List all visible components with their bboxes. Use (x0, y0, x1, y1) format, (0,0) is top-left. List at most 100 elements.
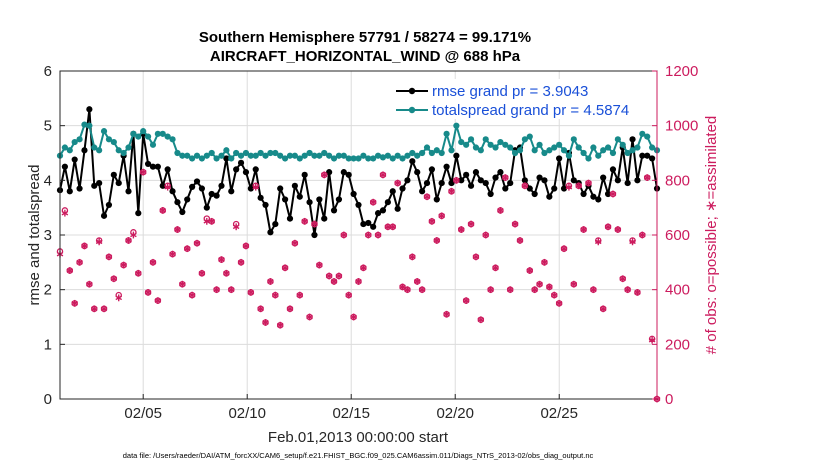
series-point-1 (277, 152, 284, 159)
series-point-0 (624, 179, 631, 187)
obs-assimilated-marker (120, 261, 127, 269)
obs-assimilated-marker (624, 286, 631, 294)
series-point-1 (521, 136, 528, 143)
y-tick-label: 6 (44, 63, 52, 80)
star-stroke (580, 227, 587, 232)
series-point-1 (237, 152, 245, 159)
series-point-1 (208, 149, 215, 157)
series-point-1 (272, 149, 279, 157)
obs-assimilated-marker (594, 238, 602, 246)
series-point-0 (96, 179, 103, 187)
obs-assimilated-marker (208, 217, 215, 225)
series-point-0 (433, 196, 440, 203)
series-point-1 (247, 152, 254, 159)
series-point-1 (169, 136, 176, 143)
series-point-0 (482, 179, 489, 187)
obs-assimilated-marker (555, 299, 563, 307)
obs-assimilated-marker (443, 310, 450, 318)
series-point-1 (458, 138, 465, 146)
y-right-tick-label: 400 (665, 282, 690, 299)
star-stroke (164, 184, 171, 190)
series-point-1 (570, 136, 577, 143)
obs-assimilated-marker (164, 183, 171, 191)
star-stroke (614, 227, 622, 232)
star-stroke (340, 232, 348, 238)
series-point-0 (91, 182, 98, 189)
y-right-tick-label: 1000 (665, 118, 698, 135)
star-stroke (585, 180, 592, 186)
star-stroke (281, 265, 289, 271)
tick-layer: 02/05 02/10 02/15 02/20 02/25 0 1 2 3 4 5 6 0 200 400 6… (44, 63, 699, 422)
obs-assimilated-marker (169, 250, 176, 258)
star-stroke (267, 279, 274, 284)
star-stroke (457, 227, 465, 232)
star-stroke (477, 317, 485, 323)
series-point-1 (634, 144, 641, 151)
series-point-1 (536, 141, 543, 148)
obs-assimilated-marker (462, 297, 470, 304)
series-point-1 (296, 155, 303, 162)
obs-assimilated-marker (472, 253, 480, 261)
star-stroke (619, 276, 627, 282)
series-point-0 (560, 185, 568, 192)
obs-assimilated-marker (428, 217, 436, 225)
star-stroke (174, 227, 181, 232)
series-point-1 (164, 133, 171, 140)
series-point-1 (350, 155, 357, 162)
series-point-0 (237, 159, 245, 166)
star-stroke (467, 221, 475, 227)
series-point-1 (448, 147, 455, 154)
star-stroke (144, 290, 152, 295)
series-point-1 (409, 149, 416, 157)
series-point-0 (76, 185, 83, 192)
star-stroke (438, 213, 445, 219)
obs-assimilated-marker (364, 231, 372, 239)
series-point-1 (125, 144, 132, 151)
star-stroke (570, 281, 578, 287)
obs-assimilated-marker (144, 289, 152, 296)
series-point-1 (198, 155, 206, 162)
series-point-0 (311, 231, 318, 239)
series-point-0 (61, 163, 68, 170)
legend-label-rmse: rmse grand pr = 3.9043 (432, 83, 588, 100)
series-point-1 (629, 147, 636, 154)
series-point-1 (575, 144, 582, 151)
series-point-1 (330, 155, 338, 162)
series-point-1 (154, 130, 161, 137)
obs-assimilated-marker (345, 291, 353, 299)
star-stroke (497, 208, 504, 213)
series-point-1 (306, 149, 313, 157)
obs-assimilated-marker (272, 291, 279, 299)
star-stroke (81, 243, 88, 249)
x-tick-label: 02/25 (540, 405, 578, 422)
star-stroke (276, 322, 284, 328)
series-point-1 (360, 152, 367, 159)
series-point-0 (345, 171, 352, 178)
star-stroke (462, 298, 470, 303)
y-tick-label: 3 (44, 227, 52, 244)
obs-assimilated-marker (81, 242, 88, 250)
star-stroke (364, 232, 372, 238)
obs-assimilated-marker (311, 220, 318, 228)
star-stroke (223, 270, 230, 276)
series-point-1 (262, 152, 269, 159)
obs-assimilated-marker (413, 278, 421, 285)
star-stroke (296, 292, 304, 298)
obs-assimilated-marker (125, 237, 132, 244)
obs-assimilated-marker (531, 286, 538, 294)
series-point-1 (467, 136, 475, 143)
star-stroke (482, 232, 490, 238)
series-point-1 (565, 152, 573, 159)
obs-assimilated-marker (335, 272, 343, 280)
series-point-0 (203, 204, 210, 211)
star-stroke (516, 238, 524, 243)
star-stroke (130, 232, 137, 238)
obs-assimilated-marker (316, 261, 323, 269)
star-stroke (546, 284, 553, 290)
y-right-tick-label: 200 (665, 336, 690, 353)
series-point-1 (184, 152, 191, 159)
obs-assimilated-marker (394, 179, 401, 187)
obs-assimilated-marker (320, 171, 328, 179)
series-point-0 (198, 185, 206, 192)
series-point-0 (580, 190, 587, 198)
